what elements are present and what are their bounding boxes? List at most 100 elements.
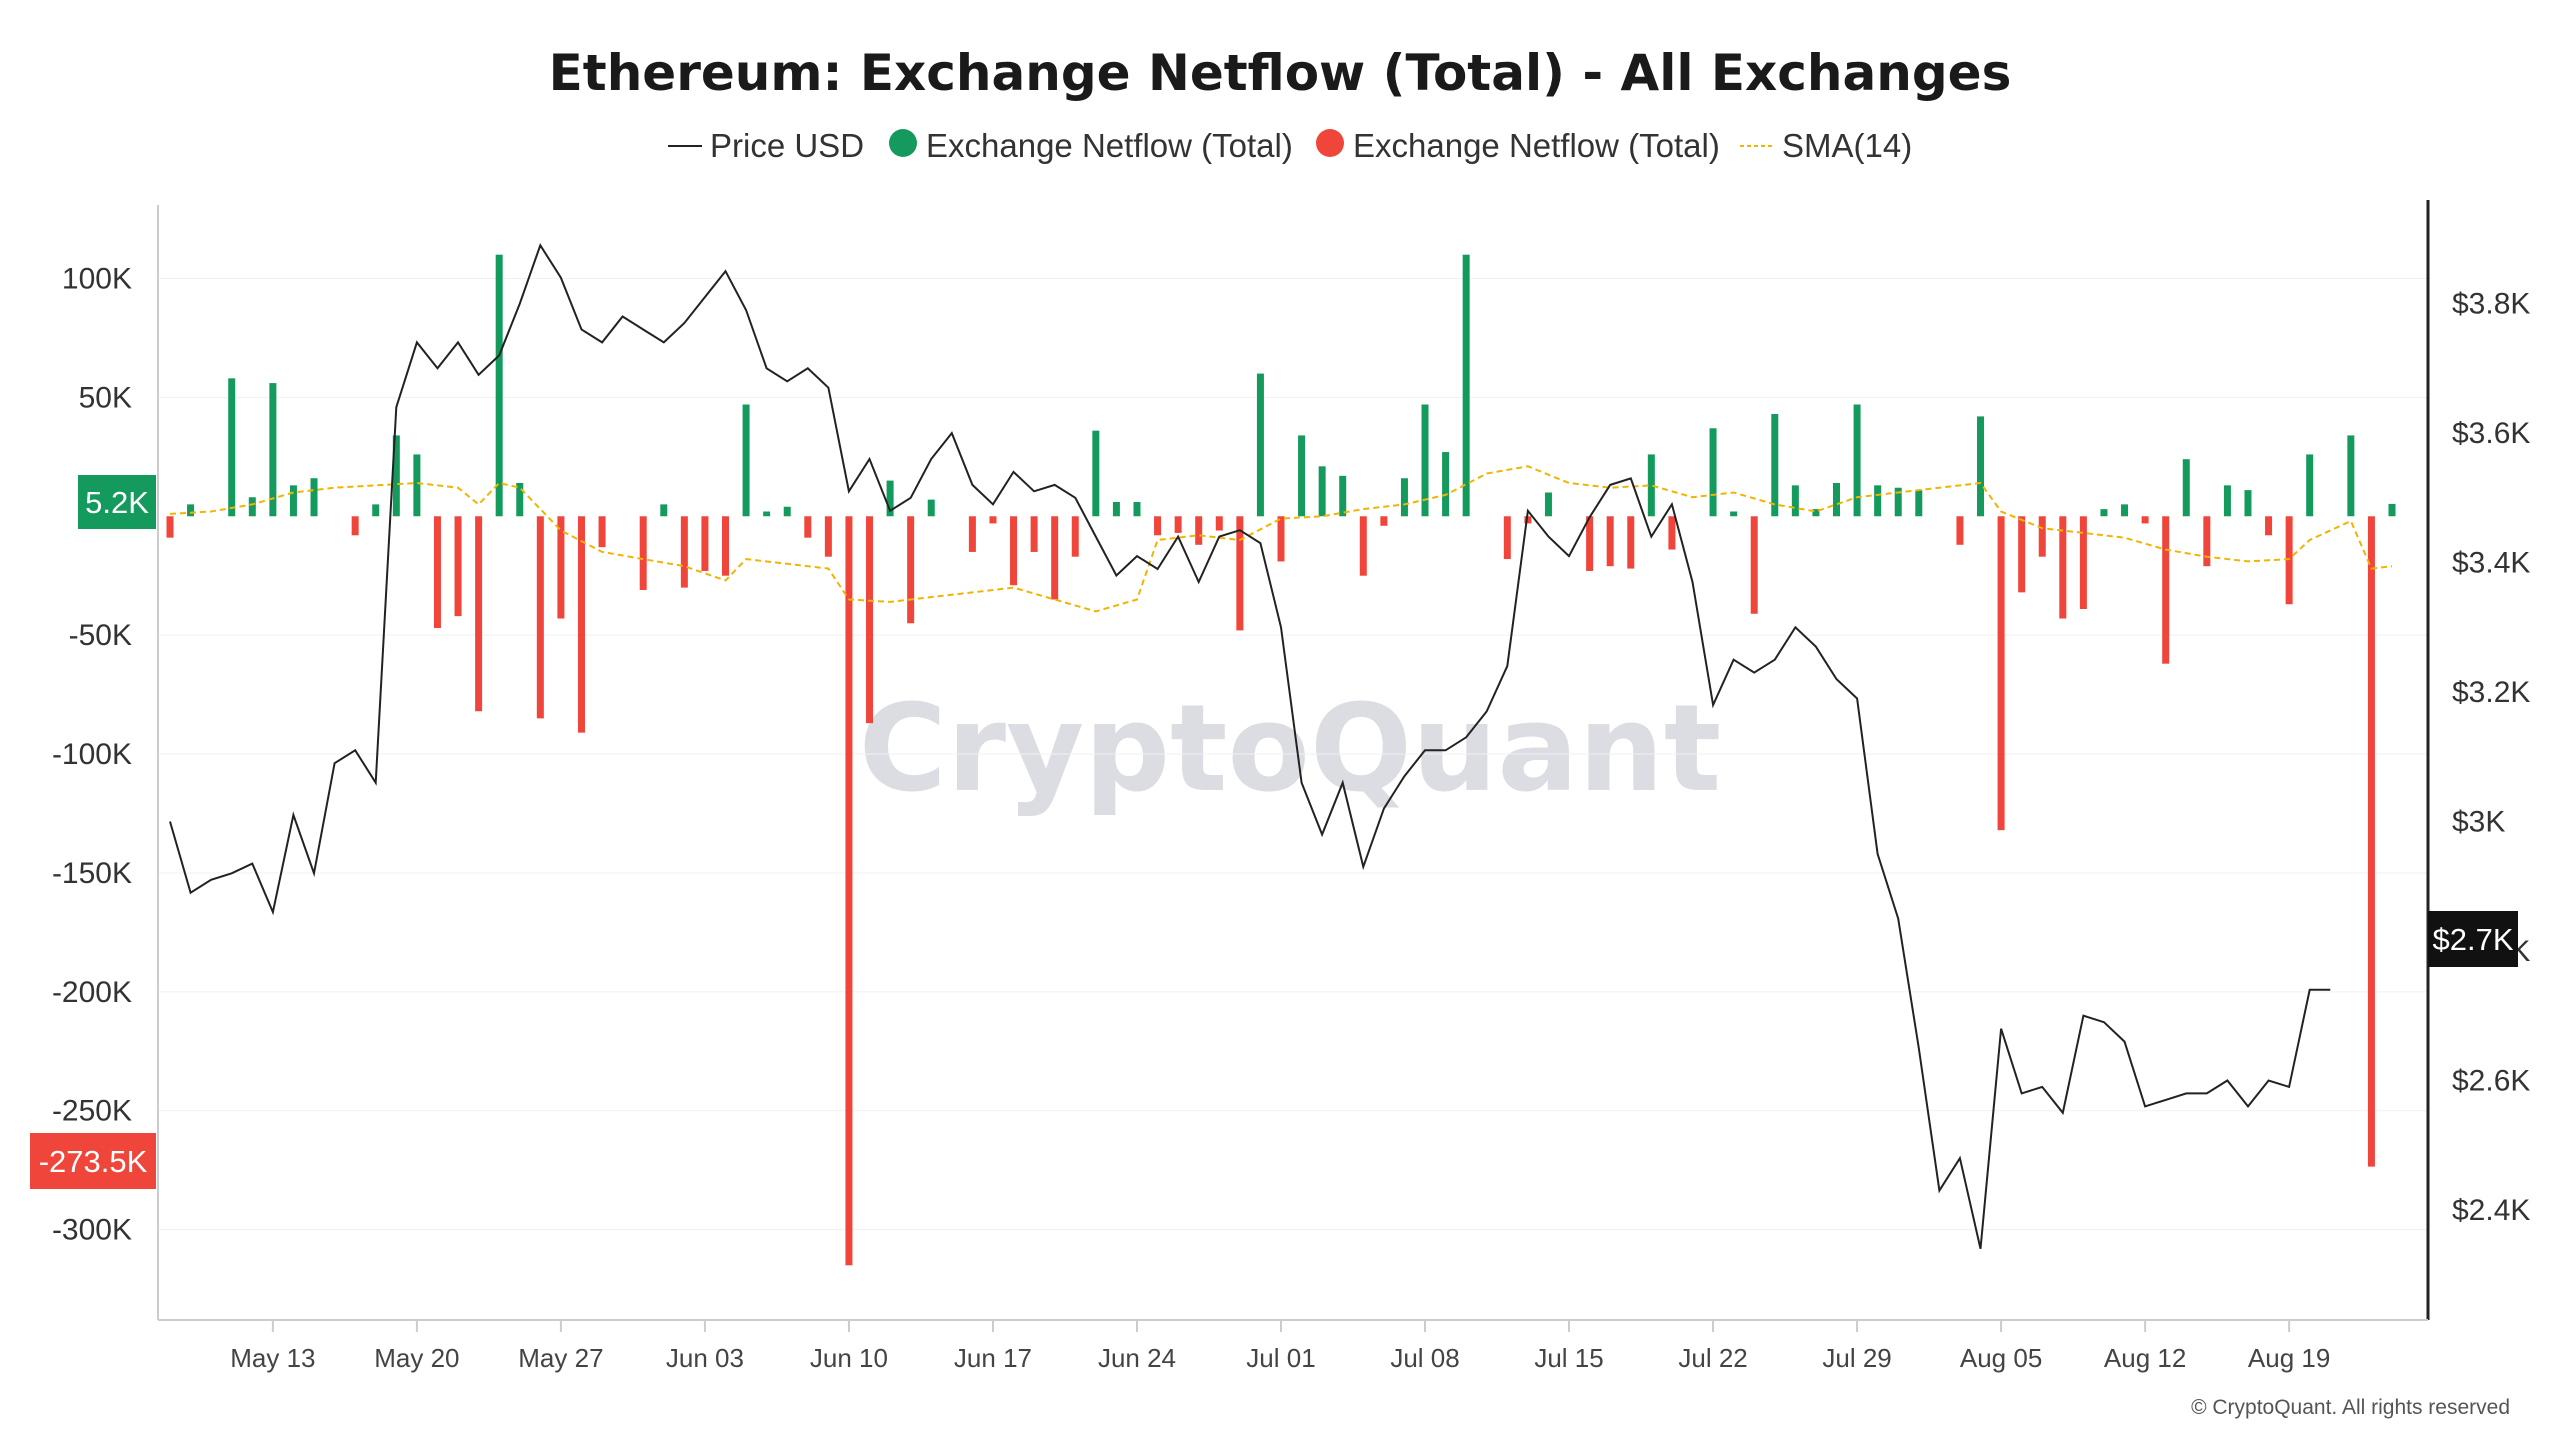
netflow-bar [2018, 516, 2026, 593]
netflow-bar [1586, 516, 1594, 571]
netflow-bar [495, 254, 503, 517]
left-axis-ticks: 100K 50K -50K -100K -150K -200K -250K -300K [52, 262, 132, 1246]
x-tick-label: Jun 03 [666, 1343, 744, 1373]
netflow-bar [1853, 404, 1861, 517]
netflow-bar [1298, 435, 1306, 517]
netflow-bar [289, 485, 297, 517]
netflow-bar [2347, 435, 2355, 517]
legend-sma-label[interactable]: SMA(14) [1782, 127, 1912, 164]
x-tick-label: Aug 12 [2104, 1343, 2186, 1373]
netflow-bars [166, 254, 2396, 1266]
copyright-notice: © CryptoQuant. All rights reserved [2191, 1396, 2510, 1419]
x-axis-ticks: May 13 May 20 May 27 Jun 03 Jun 10 Jun 17 Jun … [230, 1320, 2330, 1373]
x-tick-label: Jun 10 [810, 1343, 888, 1373]
netflow-bar [2059, 516, 2067, 619]
netflow-bar [1524, 516, 1532, 524]
netflow-bar [1647, 454, 1655, 517]
netflow-bar [577, 516, 585, 733]
netflow-bar [2162, 516, 2170, 664]
netflow-bar [187, 504, 195, 517]
netflow-bar [1462, 254, 1470, 517]
netflow-bar [1051, 516, 1059, 600]
x-tick-label: Aug 19 [2248, 1343, 2330, 1373]
netflow-bar [1791, 485, 1799, 517]
netflow-bar [516, 482, 524, 517]
netflow-bar [968, 516, 976, 552]
netflow-bar [1606, 516, 1614, 567]
netflow-bar [1195, 516, 1203, 545]
right-tick-label: $2.6K [2452, 1064, 2530, 1097]
netflow-bar [1709, 428, 1717, 517]
netflow-bar [2388, 503, 2396, 517]
left-tick-label: -100K [52, 738, 132, 771]
netflow-bar [1421, 404, 1429, 517]
netflow-bar [310, 478, 318, 517]
netflow-bar [660, 504, 668, 517]
right-tick-label: $3K [2452, 806, 2505, 839]
netflow-bar [2223, 485, 2231, 517]
x-tick-label: Jul 08 [1390, 1343, 1459, 1373]
right-axis-ticks: $3.8K$3.6K$3.4K$3.2K$3K$2.8K$2.6K$2.4K [2452, 288, 2530, 1227]
netflow-bar [392, 435, 400, 517]
right-tick-label: $3.8K [2452, 288, 2530, 321]
netflow-bar [1010, 516, 1018, 586]
netflow-bar [1997, 516, 2005, 831]
netflow-bar [2121, 504, 2129, 517]
netflow-bar [1874, 485, 1882, 517]
netflow-bar [824, 516, 832, 557]
netflow-bar [2367, 516, 2375, 1167]
legend-positive-label[interactable]: Exchange Netflow (Total) [926, 127, 1293, 164]
x-tick-label: Jul 01 [1246, 1343, 1315, 1373]
netflow-bar [372, 504, 380, 517]
netflow-bar [1977, 416, 1985, 517]
left-tick-label: -250K [52, 1095, 132, 1128]
netflow-bar [1133, 501, 1141, 517]
x-tick-label: May 20 [374, 1343, 459, 1373]
netflow-bar [2079, 516, 2087, 610]
netflow-bar [1030, 516, 1038, 552]
netflow-bar [2182, 459, 2190, 517]
min-netflow-badge [30, 1133, 156, 1189]
netflow-bar [1339, 475, 1347, 517]
legend-negative-label[interactable]: Exchange Netflow (Total) [1353, 127, 1720, 164]
netflow-bar [763, 511, 771, 517]
netflow-bar [557, 516, 565, 619]
last-price-badge-text: $2.7K [2432, 922, 2513, 957]
netflow-bar [1503, 516, 1511, 560]
legend: Price USD Exchange Netflow (Total) Excha… [668, 127, 1912, 164]
legend-price-label[interactable]: Price USD [710, 127, 864, 164]
netflow-bar [2244, 490, 2252, 517]
netflow-bar [475, 516, 483, 712]
left-tick-label: 50K [79, 381, 132, 414]
left-tick-label: -50K [69, 619, 132, 652]
netflow-bar [2306, 454, 2314, 517]
right-tick-label: $3.4K [2452, 547, 2530, 580]
netflow-bar [845, 516, 853, 1266]
right-tick-label: $3.6K [2452, 417, 2530, 450]
netflow-bar [598, 516, 606, 548]
x-tick-label: Jun 24 [1098, 1343, 1176, 1373]
netflow-bar [804, 516, 812, 538]
netflow-bar [783, 506, 791, 517]
netflow-bar [228, 378, 236, 517]
x-tick-label: Jul 22 [1678, 1343, 1747, 1373]
netflow-bar [2203, 516, 2211, 567]
netflow-bar [1112, 501, 1120, 517]
netflow-bar [1236, 516, 1244, 631]
netflow-bar [1174, 516, 1182, 533]
netflow-bar [2141, 516, 2149, 524]
netflow-bar [1627, 516, 1635, 569]
legend-positive-swatch [889, 129, 917, 157]
netflow-bar [269, 383, 277, 517]
netflow-bar [1750, 516, 1758, 614]
netflow-bar [1359, 516, 1367, 576]
right-tick-label: $3.2K [2452, 676, 2530, 709]
netflow-bar [701, 516, 709, 571]
netflow-bar [1318, 466, 1326, 517]
legend-negative-swatch [1316, 129, 1344, 157]
netflow-bar [1730, 511, 1738, 517]
watermark: CryptoQuant [859, 680, 1721, 819]
netflow-bar [886, 480, 894, 517]
x-tick-label: May 27 [518, 1343, 603, 1373]
